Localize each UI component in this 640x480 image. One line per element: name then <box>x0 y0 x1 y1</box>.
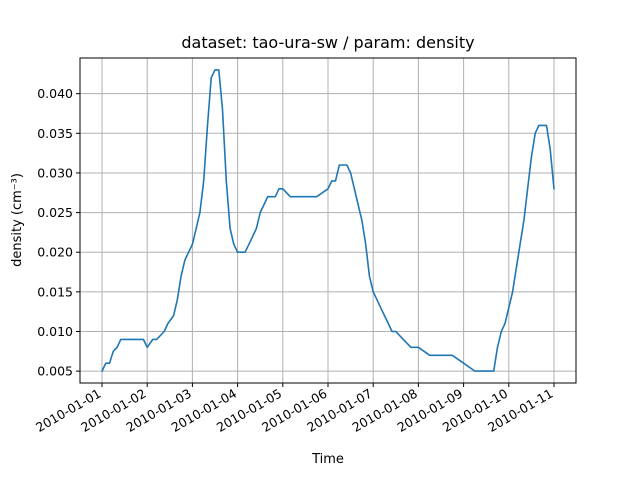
chart-title: dataset: tao-ura-sw / param: density <box>181 33 474 52</box>
y-tick-label: 0.035 <box>37 126 73 141</box>
y-tick-label: 0.010 <box>37 324 73 339</box>
y-tick-label: 0.025 <box>37 205 73 220</box>
grid <box>80 58 576 383</box>
series-layer <box>101 69 555 372</box>
x-axis-label: Time <box>311 452 344 467</box>
y-axis-label: density (cm⁻³) <box>10 173 25 267</box>
y-tick-label: 0.030 <box>37 165 73 180</box>
y-tick-label: 0.005 <box>37 364 73 379</box>
series-line-0 <box>101 69 555 372</box>
y-tick-label: 0.020 <box>37 245 73 260</box>
y-tick-label: 0.040 <box>37 86 73 101</box>
y-tick-label: 0.015 <box>37 284 73 299</box>
